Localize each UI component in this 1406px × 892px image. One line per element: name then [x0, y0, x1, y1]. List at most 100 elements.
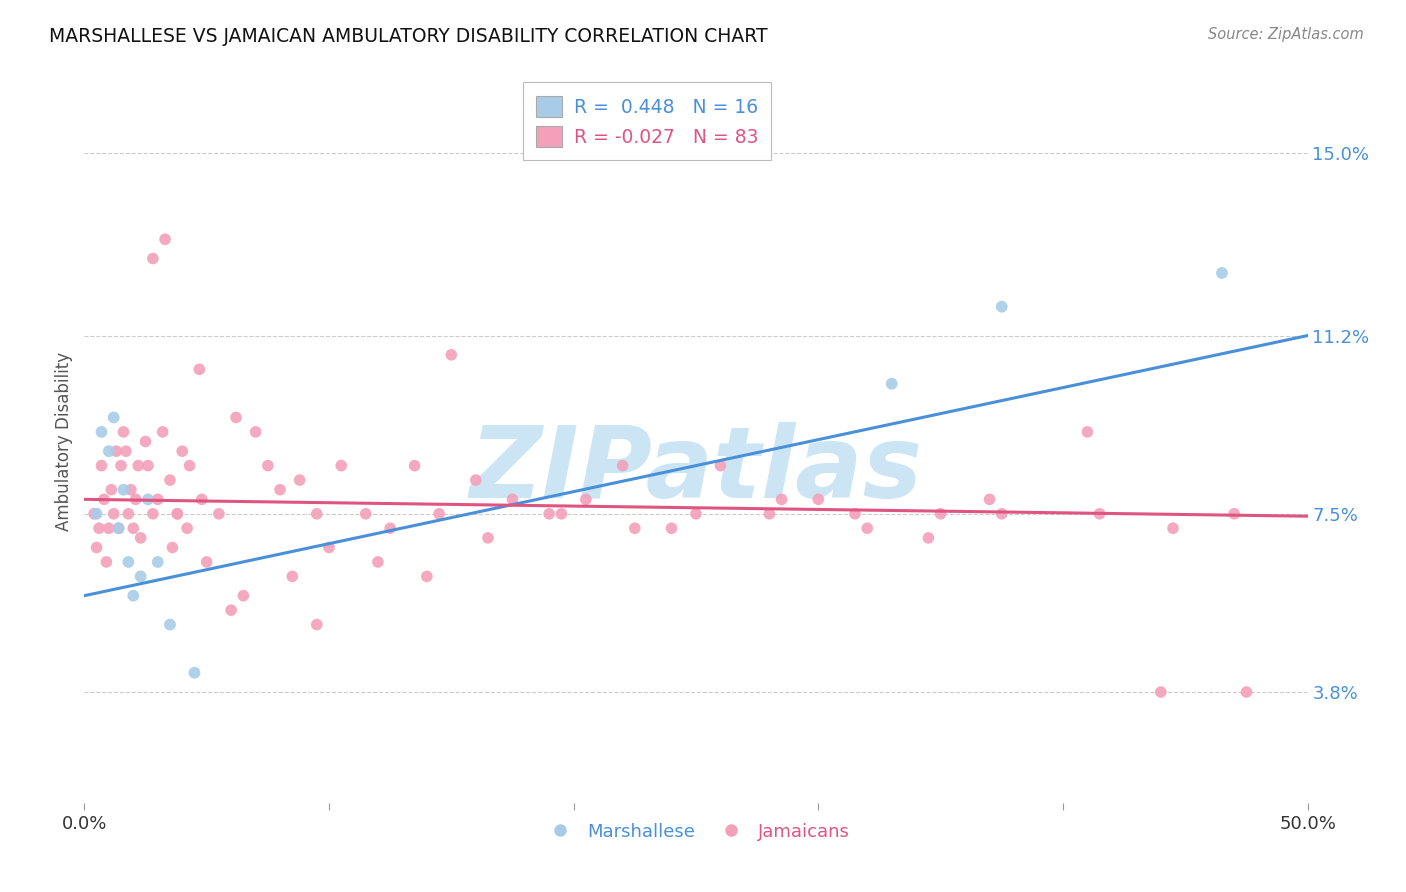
Point [208, 507, 231, 521]
Point [807, 492, 830, 507]
Point [146, 555, 169, 569]
Point [245, 425, 267, 439]
Point [612, 458, 634, 473]
Point [318, 541, 340, 555]
Point [367, 555, 389, 569]
Point [575, 492, 598, 507]
Point [115, 444, 138, 458]
Point [127, 458, 149, 473]
Point [624, 521, 647, 535]
Point [404, 458, 426, 473]
Point [136, 492, 159, 507]
Point [1150, 685, 1173, 699]
Point [97, 444, 120, 458]
Point [219, 603, 242, 617]
Point [225, 410, 247, 425]
Point [188, 362, 211, 376]
Point [110, 458, 132, 473]
Point [100, 483, 122, 497]
Point [105, 444, 128, 458]
Point [1076, 425, 1098, 439]
Point [172, 444, 194, 458]
Point [90, 425, 112, 439]
Point [159, 617, 181, 632]
Point [83, 507, 105, 521]
Point [122, 521, 145, 535]
Point [136, 458, 159, 473]
Point [103, 507, 125, 521]
Point [153, 232, 176, 246]
Point [195, 555, 218, 569]
Point [502, 492, 524, 507]
Point [770, 492, 793, 507]
Point [135, 434, 157, 449]
Point [179, 458, 201, 473]
Point [464, 473, 486, 487]
Point [758, 507, 780, 521]
Point [305, 507, 328, 521]
Point [269, 483, 291, 497]
Point [96, 555, 118, 569]
Legend: Marshallese, Jamaicans: Marshallese, Jamaicans [534, 815, 858, 848]
Point [162, 541, 184, 555]
Point [120, 483, 142, 497]
Point [550, 507, 572, 521]
Point [125, 492, 148, 507]
Point [112, 425, 135, 439]
Point [1211, 266, 1233, 280]
Point [166, 507, 188, 521]
Text: MARSHALLESE VS JAMAICAN AMBULATORY DISABILITY CORRELATION CHART: MARSHALLESE VS JAMAICAN AMBULATORY DISAB… [49, 27, 768, 45]
Point [416, 569, 439, 583]
Point [166, 507, 188, 521]
Point [661, 521, 683, 535]
Point [1088, 507, 1111, 521]
Point [97, 521, 120, 535]
Point [112, 483, 135, 497]
Point [330, 458, 353, 473]
Point [152, 425, 174, 439]
Point [142, 252, 165, 266]
Point [281, 569, 304, 583]
Point [929, 507, 952, 521]
Point [427, 507, 450, 521]
Point [305, 617, 328, 632]
Y-axis label: Ambulatory Disability: Ambulatory Disability [55, 352, 73, 531]
Point [917, 531, 939, 545]
Point [1236, 685, 1258, 699]
Point [257, 458, 280, 473]
Point [856, 521, 879, 535]
Point [176, 521, 198, 535]
Point [86, 541, 108, 555]
Point [107, 521, 129, 535]
Point [1161, 521, 1184, 535]
Point [844, 507, 866, 521]
Point [107, 521, 129, 535]
Point [183, 665, 205, 680]
Point [354, 507, 377, 521]
Point [685, 507, 707, 521]
Point [129, 531, 152, 545]
Text: ZIPatlas: ZIPatlas [470, 422, 922, 519]
Point [122, 589, 145, 603]
Point [1223, 507, 1246, 521]
Text: Source: ZipAtlas.com: Source: ZipAtlas.com [1208, 27, 1364, 42]
Point [440, 348, 463, 362]
Point [117, 507, 139, 521]
Point [159, 473, 181, 487]
Point [477, 531, 499, 545]
Point [709, 458, 731, 473]
Point [880, 376, 903, 391]
Point [191, 492, 214, 507]
Point [146, 492, 169, 507]
Point [117, 555, 139, 569]
Point [380, 521, 402, 535]
Point [90, 458, 112, 473]
Point [87, 521, 110, 535]
Point [93, 492, 115, 507]
Point [86, 507, 108, 521]
Point [142, 507, 165, 521]
Point [979, 492, 1001, 507]
Point [232, 589, 254, 603]
Point [991, 507, 1014, 521]
Point [103, 410, 125, 425]
